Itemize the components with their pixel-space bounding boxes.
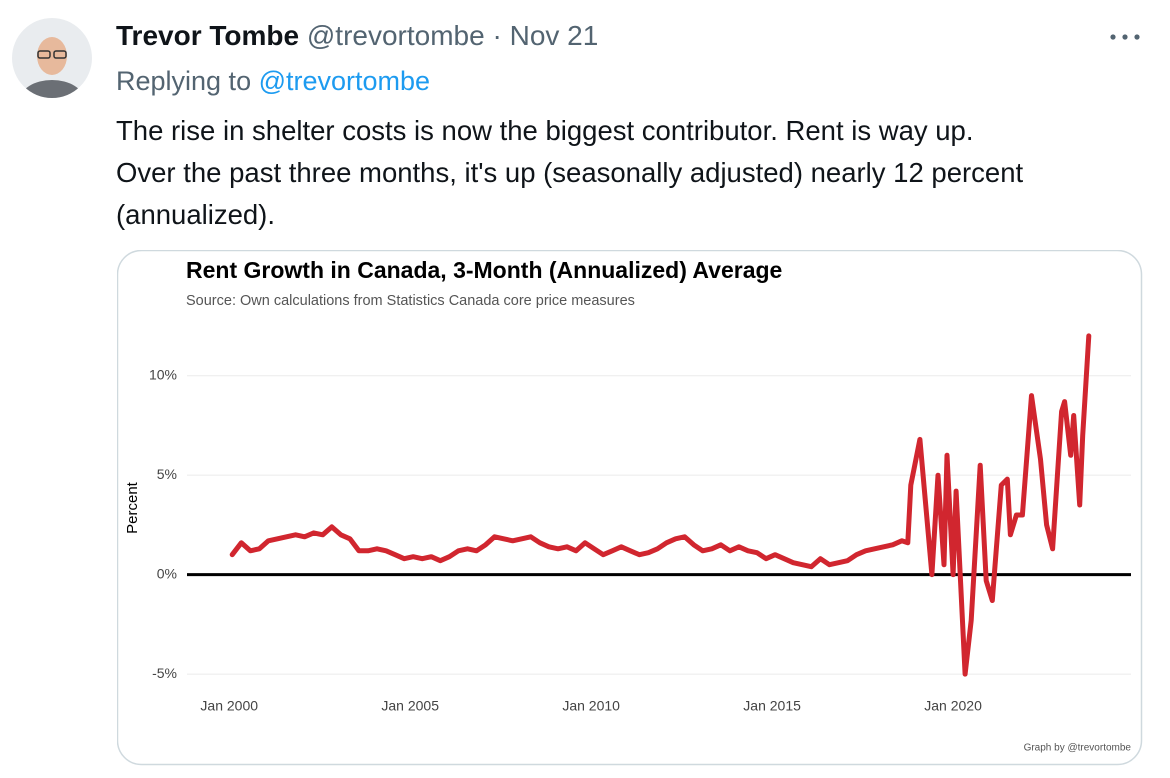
chart-title: Rent Growth in Canada, 3-Month (Annualiz… [186,257,782,283]
text-line: Over the past three months, it's up (sea… [116,157,1024,188]
reply-line: Replying to @trevortombe [116,66,430,97]
y-tick-label: 10% [149,366,177,382]
card-border [117,250,1143,766]
y-tick-label: 5% [157,466,177,482]
chart-footer: Graph by @trevortombe [1024,743,1132,754]
reply-prefix: Replying to [116,66,252,96]
y-axis-label: Percent [124,481,141,534]
x-tick-label: Jan 2010 [562,698,620,714]
tweet-text: The rise in shelter costs is now the big… [116,110,1023,236]
text-line: The rise in shelter costs is now the big… [116,115,974,146]
author-line: Trevor Tombe @trevortombe · Nov 21 [116,20,598,52]
x-tick-label: Jan 2020 [924,698,982,714]
x-tick-label: Jan 2000 [200,698,258,714]
chart-subtitle: Source: Own calculations from Statistics… [186,293,635,309]
avatar[interactable] [12,18,92,98]
text-line: (annualized). [116,199,275,230]
chart-card[interactable]: Rent Growth in Canada, 3-Month (Annualiz… [117,250,1143,766]
x-tick-label: Jan 2015 [743,698,801,714]
author-handle[interactable]: @trevortombe [306,20,485,51]
y-tick-label: -5% [152,665,177,681]
more-button[interactable] [1108,30,1142,44]
x-tick-label: Jan 2005 [381,698,439,714]
tweet-date[interactable]: Nov 21 [509,20,599,51]
data-line [229,333,1092,677]
y-tick-label: 0% [157,565,177,581]
author-name[interactable]: Trevor Tombe [116,20,300,51]
reply-link[interactable]: @trevortombe [258,66,431,96]
separator: · [492,20,502,51]
